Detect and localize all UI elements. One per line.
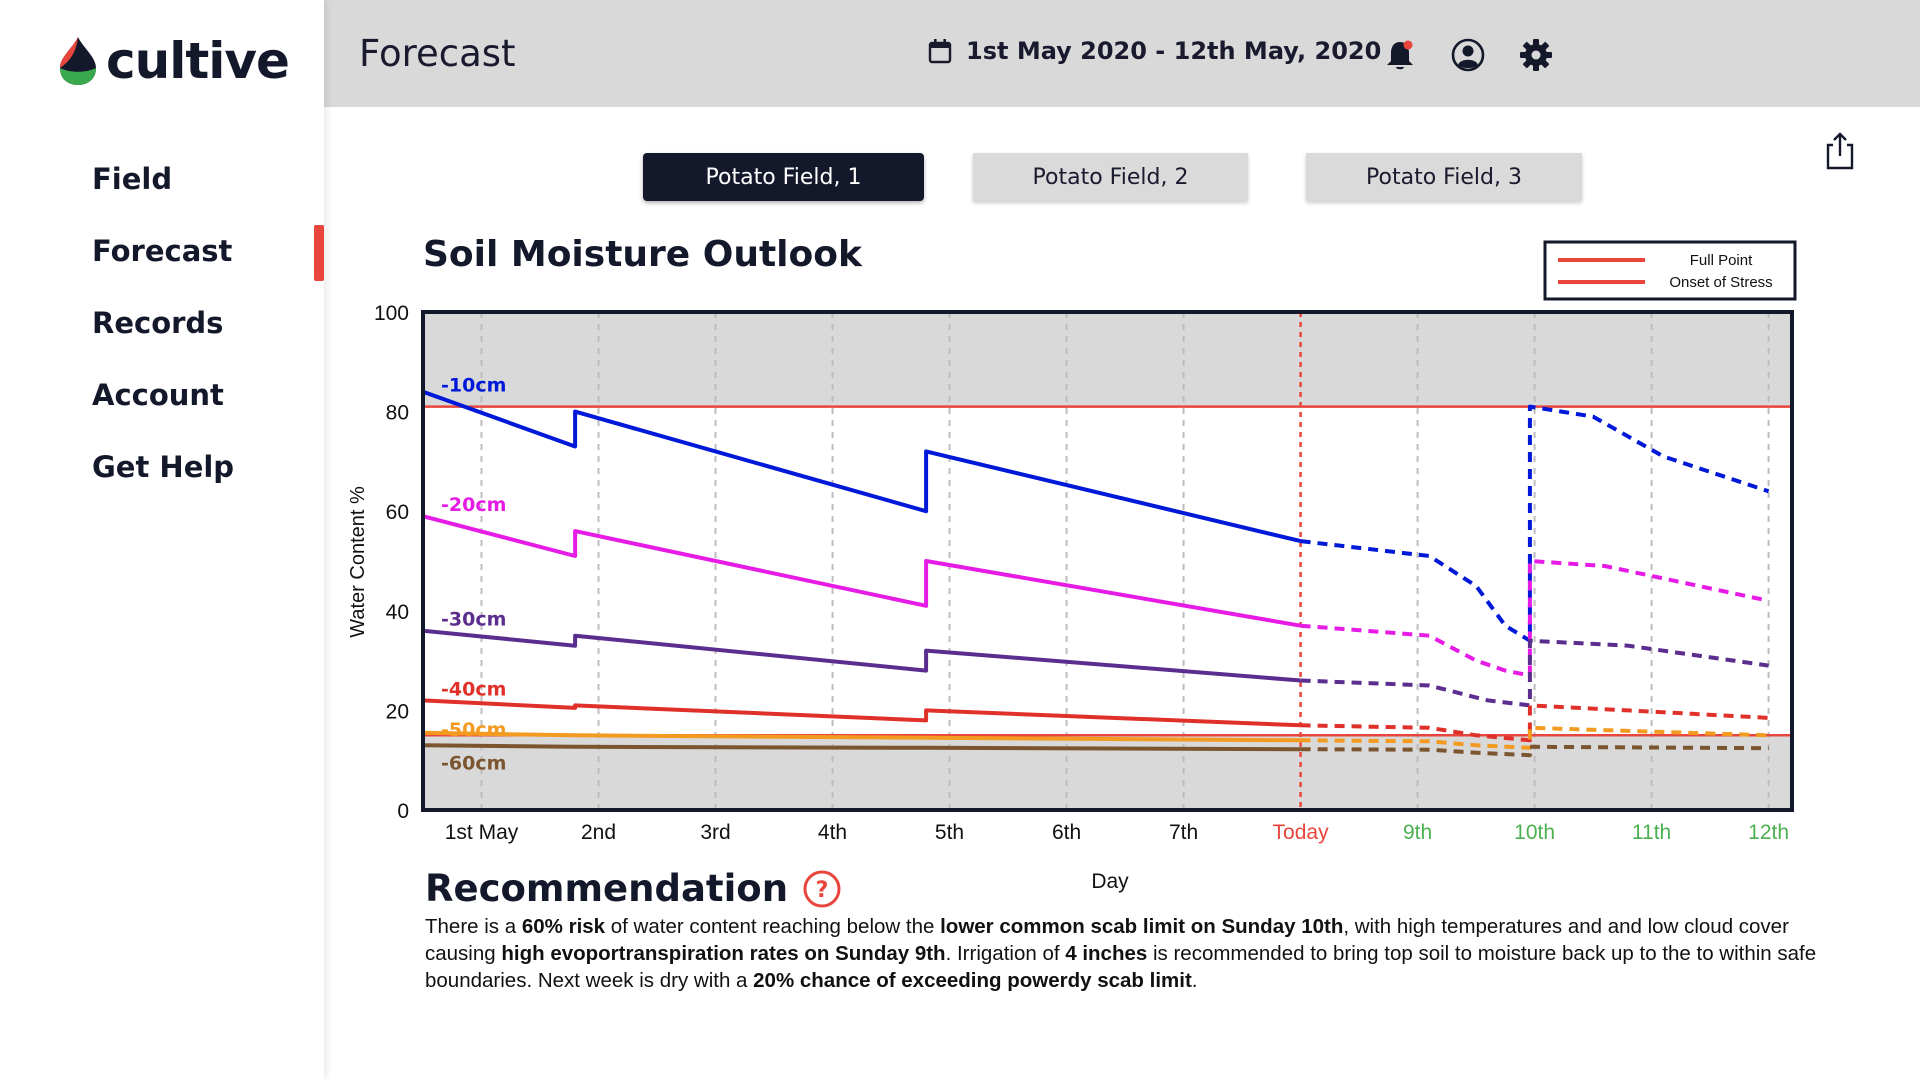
date-range-text: 1st May 2020 - 12th May, 2020: [966, 37, 1382, 65]
series-label: -40cm: [441, 678, 506, 700]
x-tick-label: 3rd: [700, 821, 730, 844]
y-tick-label: 20: [386, 700, 409, 723]
sidebar-item-label: Account: [92, 378, 224, 412]
y-tick-label: 100: [374, 302, 409, 325]
sidebar-item-get-help[interactable]: Get Help: [92, 431, 324, 503]
x-tick-label: 10th: [1514, 821, 1555, 844]
sidebar-item-label: Get Help: [92, 450, 235, 484]
recommendation-header: Recommendation ?: [425, 867, 842, 910]
series-line-forecast: [1300, 638, 1769, 708]
recommendation-segment: There is a: [425, 915, 522, 938]
recommendation-segment: of water content reaching below the: [605, 915, 941, 938]
y-tick-label: 0: [397, 800, 409, 823]
tab-potato-field-1[interactable]: Potato Field, 1: [643, 153, 924, 201]
recommendation-segment: , with high temperatures and and low clo…: [425, 915, 1789, 965]
x-axis-label: Day: [1091, 870, 1129, 893]
x-tick-label: 4th: [818, 821, 847, 844]
calendar-icon: [928, 39, 952, 64]
series-line-observed: [422, 514, 1301, 628]
series-line-forecast: [1300, 703, 1769, 743]
series-label: -20cm: [441, 494, 506, 516]
series-label: -10cm: [441, 375, 506, 397]
tab-potato-field-2[interactable]: Potato Field, 2: [973, 153, 1248, 201]
active-indicator: [314, 225, 324, 281]
series-line-observed: [422, 743, 1301, 752]
recommendation-text: There is a 60% risk of water content rea…: [425, 913, 1835, 994]
series-label: -50cm: [441, 719, 506, 741]
gear-icon[interactable]: [1518, 37, 1554, 73]
app-name: cultive: [106, 32, 290, 90]
soil-moisture-chart: -10cm -20cm -30cm -40cm -50cm -60cm 0 20 40 60 80 1…: [347, 240, 1797, 893]
sidebar-item-forecast[interactable]: Forecast: [92, 215, 324, 287]
recommendation-highlight: 4 inches: [1065, 942, 1148, 965]
series-line-observed: [422, 730, 1301, 743]
y-tick-label: 80: [386, 402, 409, 425]
x-tick-label: 1st May: [445, 821, 519, 844]
series-line-forecast: [1300, 725, 1769, 750]
series-line-forecast: [1300, 559, 1770, 678]
y-axis-label: Water Content %: [347, 486, 369, 638]
series-line-observed: [422, 628, 1301, 683]
y-tick-label: 60: [386, 501, 409, 524]
legend-box: [1543, 240, 1797, 301]
x-tick-label: 12th: [1748, 821, 1789, 844]
sidebar: cultive Field Forecast Records Account G…: [0, 0, 324, 1080]
date-range-picker[interactable]: 1st May 2020 - 12th May, 2020: [928, 37, 1381, 65]
recommendation-segment: . Irrigation of: [945, 942, 1066, 965]
page-title: Forecast: [359, 32, 516, 75]
recommendation-highlight: high evoportranspiration rates on Sunday…: [501, 942, 946, 965]
sidebar-item-label: Forecast: [92, 234, 233, 268]
tab-potato-field-3[interactable]: Potato Field, 3: [1306, 153, 1582, 201]
series-label: -60cm: [441, 752, 506, 774]
x-tick-label: Today: [1273, 821, 1330, 844]
drop-logo-icon: [60, 37, 96, 85]
user-icon[interactable]: [1450, 37, 1486, 73]
x-tick-label: 5th: [935, 821, 964, 844]
main-content: Potato Field, 1 Potato Field, 2 Potato F…: [324, 107, 1920, 1080]
svg-text:?: ?: [816, 878, 829, 903]
x-tick-label: 11th: [1632, 821, 1671, 844]
logo[interactable]: cultive: [56, 32, 290, 90]
x-tick-label: 7th: [1169, 821, 1198, 844]
series-line-observed: [422, 389, 1302, 544]
recommendation-title: Recommendation: [425, 867, 789, 910]
x-tick-label: 2nd: [581, 821, 616, 844]
series-label: -30cm: [441, 609, 506, 631]
top-header: Forecast 1st May 2020 - 12th May, 2020: [324, 0, 1920, 107]
recommendation-segment: .: [1191, 969, 1198, 992]
recommendation-highlight: 60% risk: [521, 915, 606, 938]
sidebar-item-label: Field: [92, 162, 173, 196]
sidebar-item-label: Records: [92, 306, 224, 340]
help-icon[interactable]: ?: [802, 869, 842, 909]
zone-above-full-point: [423, 312, 1792, 407]
recommendation-highlight: 20% chance of exceeding powerdy scab lim…: [753, 969, 1192, 992]
bell-icon[interactable]: [1382, 37, 1418, 73]
legend-label: Full Point: [1690, 252, 1753, 269]
x-tick-label: 6th: [1052, 821, 1081, 844]
sidebar-item-account[interactable]: Account: [92, 359, 324, 431]
chart-title: Soil Moisture Outlook: [423, 234, 862, 275]
share-icon[interactable]: [1824, 131, 1856, 171]
recommendation-highlight: lower common scab limit on Sunday 10th: [940, 915, 1344, 938]
sidebar-item-records[interactable]: Records: [92, 287, 324, 359]
y-tick-label: 40: [386, 601, 409, 624]
recommendation-segment: is recommended to bring top soil to mois…: [425, 942, 1817, 992]
x-tick-label: 9th: [1403, 821, 1432, 844]
legend-label: Onset of Stress: [1669, 274, 1772, 291]
sidebar-item-field[interactable]: Field: [92, 143, 324, 215]
plot-border: [421, 310, 1794, 812]
sidebar-nav: Field Forecast Records Account Get Help: [92, 143, 324, 503]
series-line-forecast: [1300, 744, 1769, 758]
series-line-observed: [422, 698, 1301, 728]
